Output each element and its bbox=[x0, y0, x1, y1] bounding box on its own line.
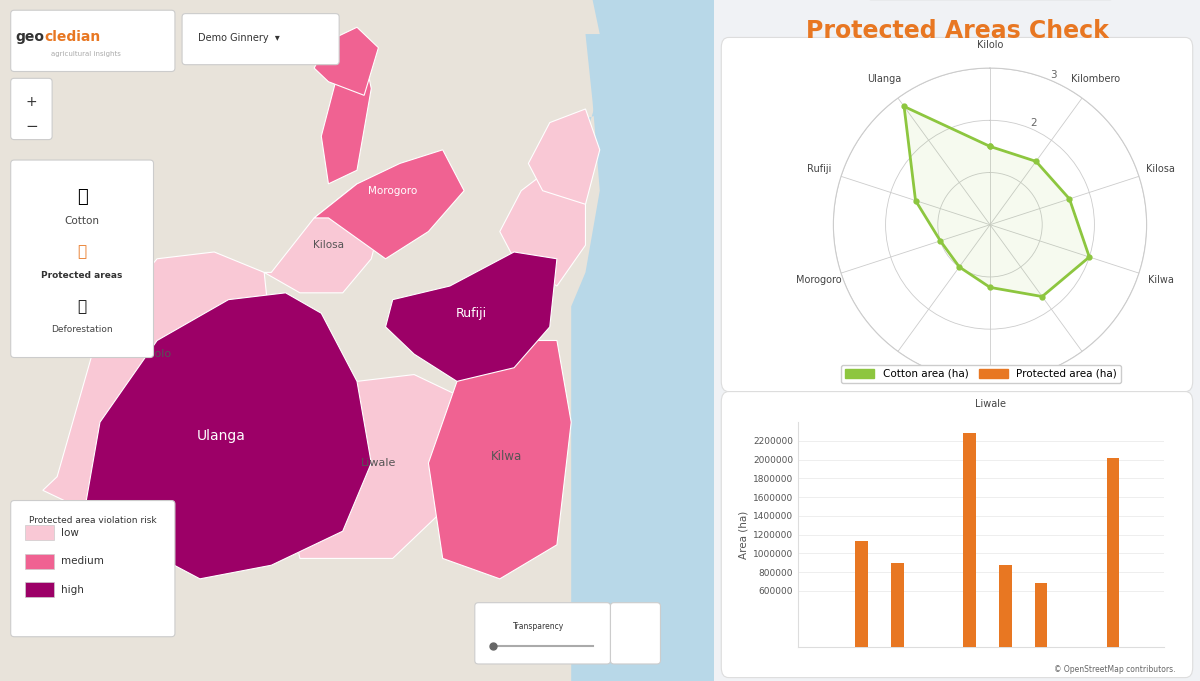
Bar bbox=[892, 563, 904, 647]
Text: Kilosa: Kilosa bbox=[313, 240, 344, 250]
Text: Protected Areas Check: Protected Areas Check bbox=[805, 18, 1109, 43]
Polygon shape bbox=[314, 27, 378, 95]
FancyBboxPatch shape bbox=[25, 525, 54, 540]
Text: Protected areas: Protected areas bbox=[42, 270, 122, 280]
Text: Deforestation: Deforestation bbox=[52, 325, 113, 334]
Polygon shape bbox=[499, 163, 586, 286]
Text: Protected area violation risk: Protected area violation risk bbox=[29, 516, 157, 525]
FancyBboxPatch shape bbox=[11, 78, 52, 140]
FancyBboxPatch shape bbox=[11, 501, 175, 637]
Text: +: + bbox=[25, 95, 37, 109]
Bar bbox=[964, 434, 976, 647]
Y-axis label: Area (ha): Area (ha) bbox=[739, 511, 749, 558]
Legend: Cotton area (ha), Protected area (ha): Cotton area (ha), Protected area (ha) bbox=[841, 364, 1121, 383]
Polygon shape bbox=[286, 375, 457, 558]
Text: geo: geo bbox=[16, 31, 44, 44]
Text: ⛅: ⛅ bbox=[77, 189, 88, 206]
FancyBboxPatch shape bbox=[611, 603, 660, 664]
Text: 🔰: 🔰 bbox=[78, 244, 86, 259]
Text: Kilwa: Kilwa bbox=[491, 449, 522, 463]
Text: Liwale: Liwale bbox=[361, 458, 396, 468]
Text: Ulanga: Ulanga bbox=[197, 429, 246, 443]
FancyBboxPatch shape bbox=[721, 392, 1193, 678]
Polygon shape bbox=[557, 0, 714, 150]
Text: 🌲: 🌲 bbox=[78, 299, 86, 314]
Bar bbox=[998, 565, 1012, 647]
Polygon shape bbox=[571, 34, 714, 681]
Text: Cotton: Cotton bbox=[65, 216, 100, 225]
Polygon shape bbox=[43, 252, 271, 511]
Polygon shape bbox=[428, 340, 571, 579]
Text: medium: medium bbox=[61, 556, 103, 566]
FancyBboxPatch shape bbox=[721, 37, 1193, 392]
FancyBboxPatch shape bbox=[25, 554, 54, 569]
FancyBboxPatch shape bbox=[11, 10, 175, 72]
Text: Kilolo: Kilolo bbox=[142, 349, 172, 359]
Text: © OpenStreetMap contributors.: © OpenStreetMap contributors. bbox=[1055, 665, 1176, 674]
Text: Morogoro: Morogoro bbox=[368, 186, 418, 195]
Bar bbox=[1106, 458, 1120, 647]
Text: Transparency: Transparency bbox=[514, 622, 565, 631]
Text: Demo Ginnery  ▾: Demo Ginnery ▾ bbox=[198, 33, 280, 43]
Polygon shape bbox=[264, 184, 385, 293]
Polygon shape bbox=[904, 106, 1090, 296]
Polygon shape bbox=[528, 109, 600, 204]
Text: cledian: cledian bbox=[44, 31, 101, 44]
Text: agricultural insights: agricultural insights bbox=[50, 52, 121, 57]
Bar bbox=[1034, 583, 1048, 647]
Polygon shape bbox=[314, 150, 464, 259]
Title: Cotton area vs Protected area: Cotton area vs Protected area bbox=[868, 368, 1094, 381]
Polygon shape bbox=[85, 293, 371, 579]
Polygon shape bbox=[385, 252, 557, 381]
Text: Rufiji: Rufiji bbox=[456, 306, 487, 320]
Text: high: high bbox=[61, 585, 84, 595]
Bar bbox=[856, 541, 868, 647]
Text: −: − bbox=[25, 119, 37, 134]
FancyBboxPatch shape bbox=[182, 14, 340, 65]
Text: low: low bbox=[61, 528, 78, 537]
FancyBboxPatch shape bbox=[475, 603, 611, 664]
Polygon shape bbox=[0, 0, 714, 681]
Polygon shape bbox=[322, 54, 371, 184]
FancyBboxPatch shape bbox=[25, 582, 54, 597]
FancyBboxPatch shape bbox=[11, 160, 154, 358]
